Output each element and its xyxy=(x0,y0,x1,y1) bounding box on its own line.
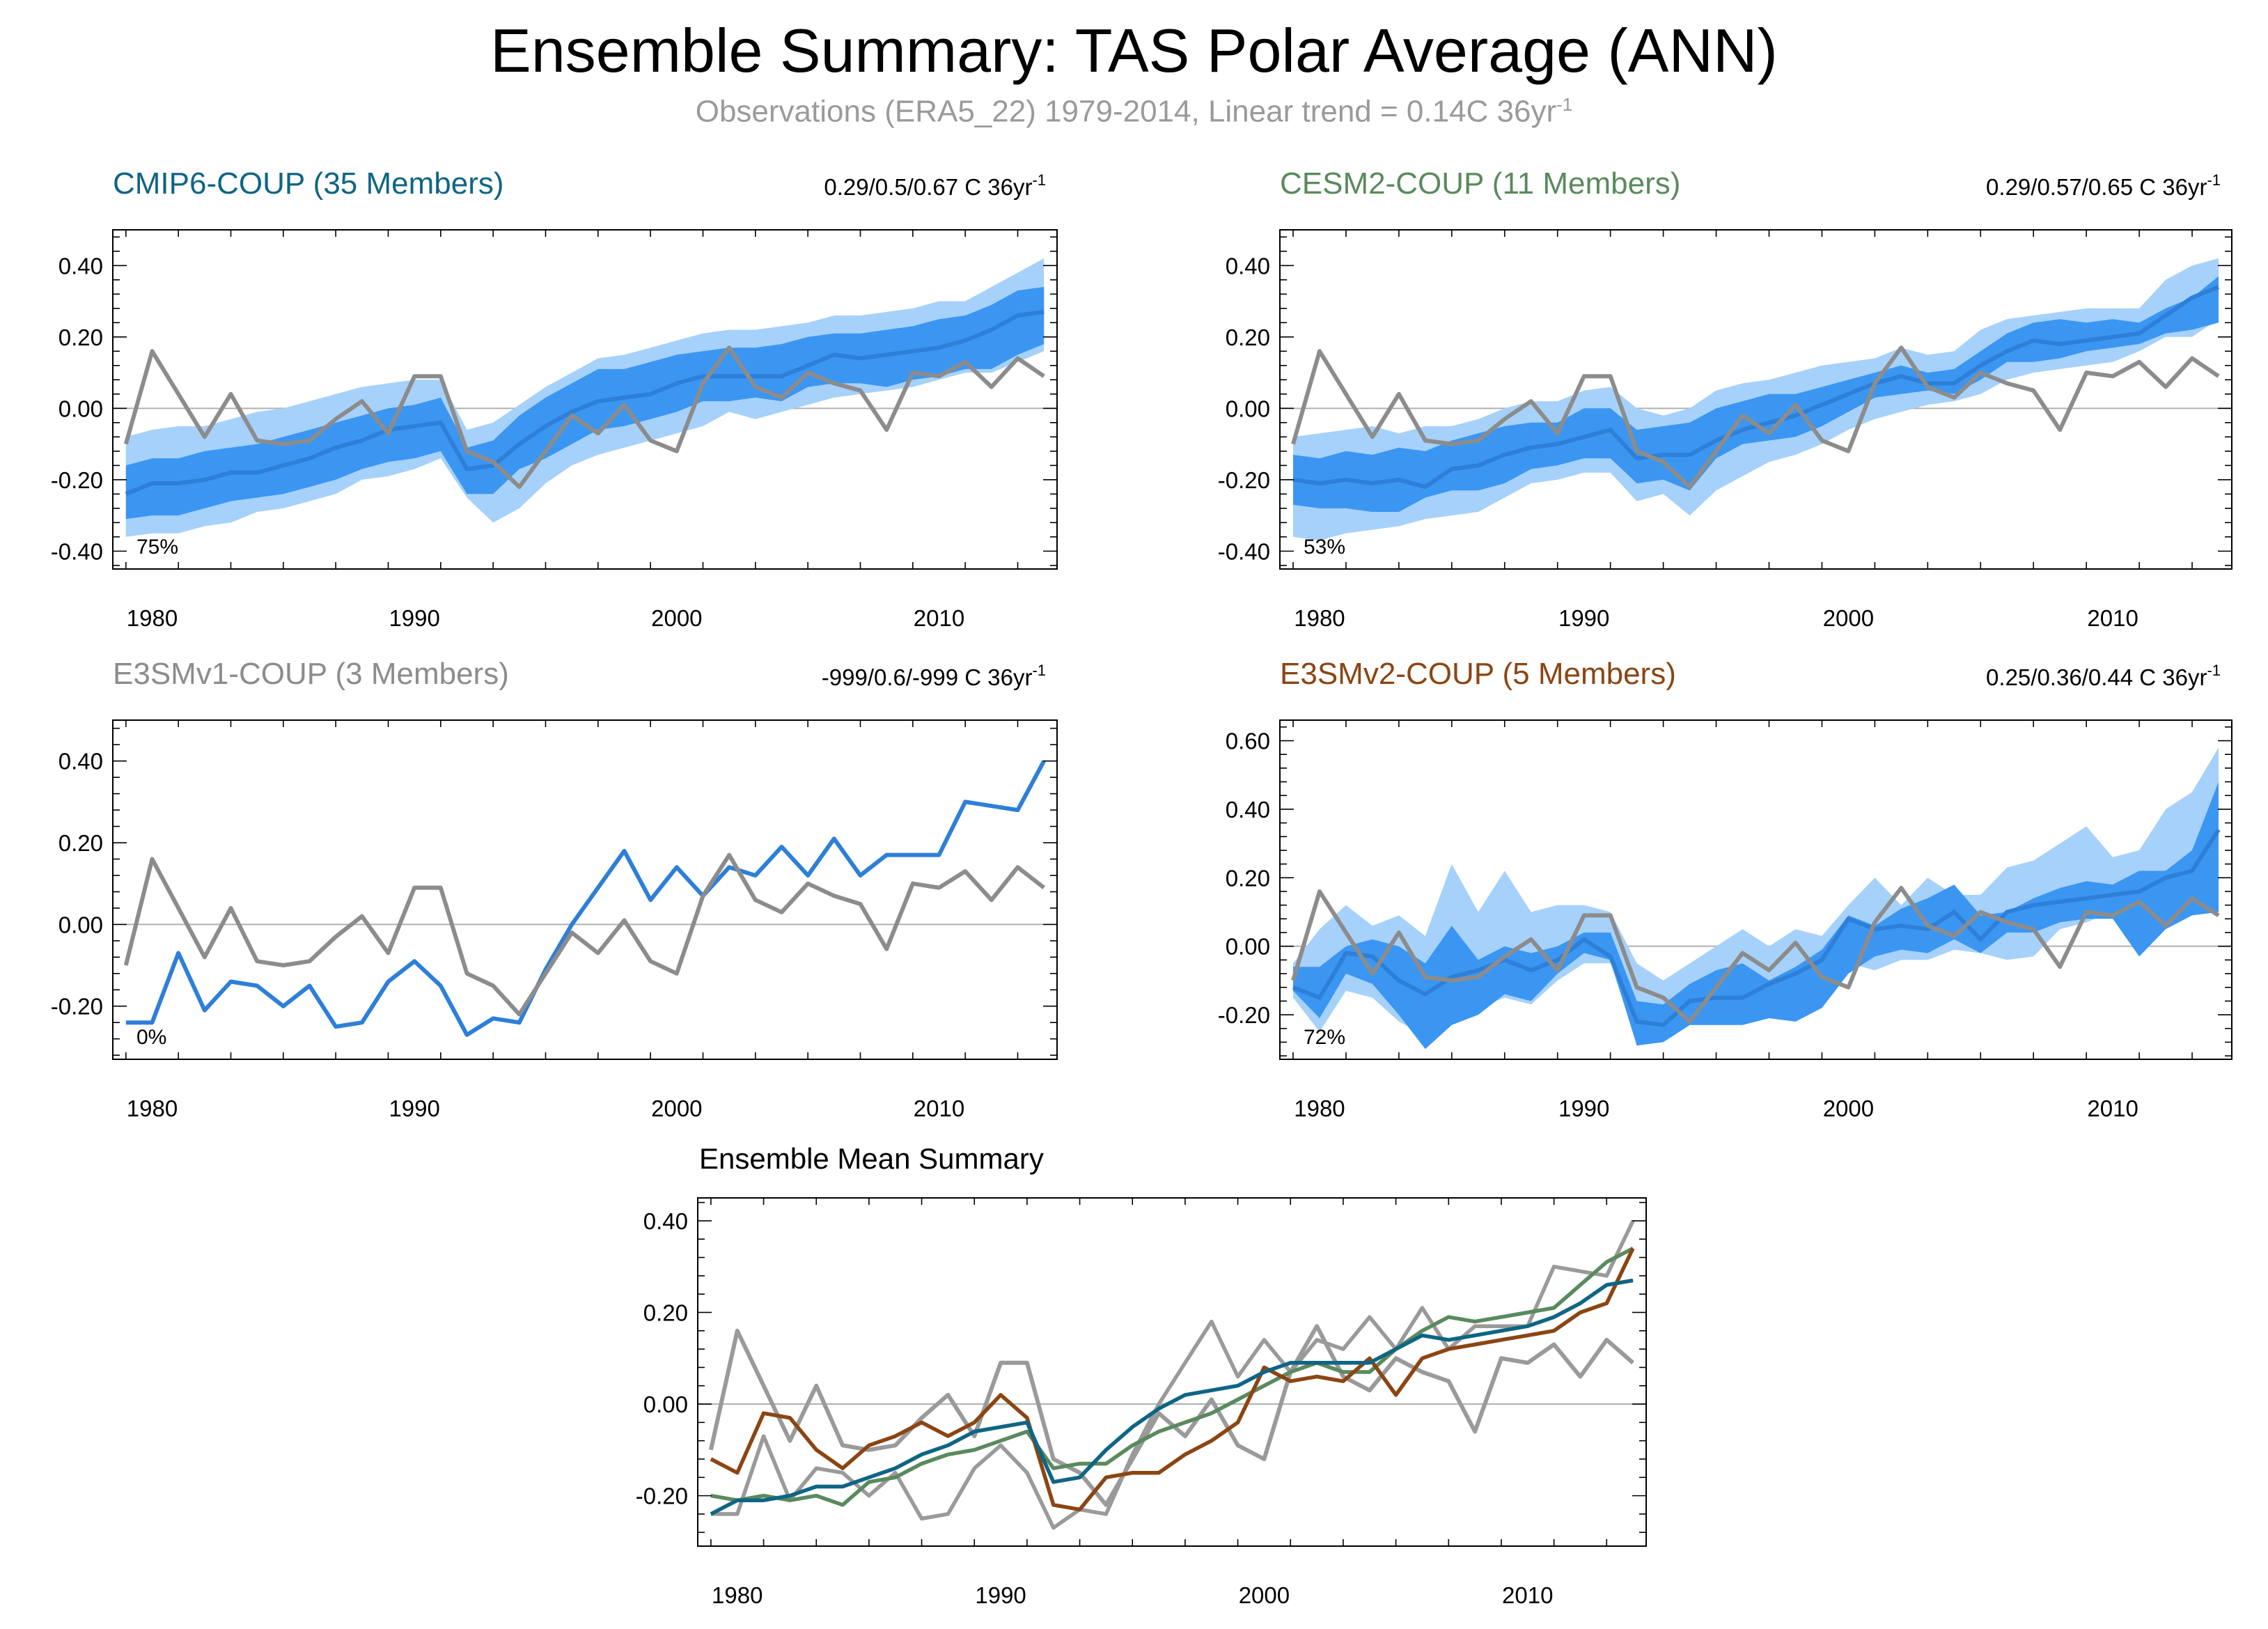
cmip6-ytick-label: 0.00 xyxy=(58,396,103,421)
e3smv1-trend-value: -999/0.6/-999 C 36yr xyxy=(822,664,1033,690)
cmip6-obs-line xyxy=(123,345,1045,490)
e3smv2-xtick-label: 2000 xyxy=(1823,1096,1874,1121)
ensemble-xtick-label: 1990 xyxy=(975,1582,1026,1608)
cmip6-trend-value: 0.29/0.5/0.67 C 36yr xyxy=(824,174,1032,200)
ensemble-xtick-label: 2000 xyxy=(1239,1582,1290,1608)
cesm2-trend-label: 0.29/0.57/0.65 C 36yr-1 xyxy=(1986,171,2221,200)
e3smv1-chart: -0.20 0.00 0.20 0.40 1980 1990 2000 2010 E3SMv1-… xyxy=(51,657,1058,1121)
e3smv2-ytick-label: -0.20 xyxy=(1218,1002,1270,1028)
cmip6-ytick-label: 0.40 xyxy=(58,253,103,279)
e3smv2-obs-line xyxy=(1291,886,2220,1024)
e3smv1-xtick-label: 1980 xyxy=(127,1096,178,1121)
cmip6-ytick-label: -0.20 xyxy=(51,467,103,493)
e3smv2-xtick-label: 1990 xyxy=(1558,1096,1609,1121)
cmip6-frame xyxy=(112,229,1058,570)
e3smv2-frame xyxy=(1279,719,2232,1060)
cesm2-xtick-label: 1980 xyxy=(1294,605,1345,631)
cmip6-xtick-label: 1990 xyxy=(389,605,439,631)
e3smv1-mean-line xyxy=(125,760,1046,1037)
e3smv1-ytick-label: 0.40 xyxy=(58,749,103,774)
cesm2-title: CESM2-COUP (11 Members) xyxy=(1280,166,1680,201)
ensemble-chart: -0.20 0.00 0.20 0.40 1980 1990 2000 2010 Ensembl… xyxy=(636,1142,1647,1608)
e3smv2-xtick-label: 2010 xyxy=(2087,1096,2138,1121)
e3smv1-title: E3SMv1-COUP (3 Members) xyxy=(113,657,509,691)
e3smv2-ytick-label: 0.20 xyxy=(1226,865,1270,891)
e3smv1-trend-sup: -1 xyxy=(1032,662,1046,679)
ensemble-frame xyxy=(697,1197,1647,1547)
e3smv1-trend-label: -999/0.6/-999 C 36yr-1 xyxy=(822,662,1046,690)
cmip6-xtick-label: 1980 xyxy=(127,605,178,631)
cesm2-trend-value: 0.29/0.57/0.65 C 36yr xyxy=(1986,174,2207,200)
e3smv2-band-inner xyxy=(1293,781,2219,1050)
ensemble-ytick-label: 0.20 xyxy=(643,1300,688,1325)
cmip6-title: CMIP6-COUP (35 Members) xyxy=(113,166,504,201)
e3smv2-chart: -0.20 0.00 0.20 0.40 0.60 1980 1990 2000 2010 E3S… xyxy=(1218,657,2232,1121)
e3smv1-xtick-label: 2010 xyxy=(914,1096,964,1121)
cesm2-xtick-label: 2000 xyxy=(1823,605,1874,631)
cesm2-ytick-label: 0.40 xyxy=(1226,253,1270,279)
cmip6-ytick-label: 0.20 xyxy=(58,325,103,350)
e3smv2-plot-area xyxy=(1280,747,2232,1050)
page-subtitle: Observations (ERA5_22) 1979-2014, Linear… xyxy=(0,94,2268,130)
e3smv1-obs-line xyxy=(123,852,1046,1017)
cesm2-obs-line xyxy=(1291,345,2220,490)
ensemble-cmip6-line xyxy=(710,1278,1634,1516)
e3smv1-ytick-label: 0.20 xyxy=(58,830,103,856)
e3smv2-xtick-label: 1980 xyxy=(1294,1096,1345,1121)
cesm2-plot-area xyxy=(1280,258,2232,540)
cesm2-xtick-label: 1990 xyxy=(1558,605,1609,631)
ensemble-xtick-label: 2010 xyxy=(1502,1582,1553,1608)
e3smv2-title: E3SMv2-COUP (5 Members) xyxy=(1280,657,1676,691)
cmip6-ytick-label: -0.40 xyxy=(51,538,103,564)
e3smv1-xtick-label: 1990 xyxy=(389,1096,439,1121)
subtitle-superscript: -1 xyxy=(1556,94,1573,115)
e3smv2-trend-value: 0.25/0.36/0.44 C 36yr xyxy=(1986,664,2207,690)
ensemble-plot-area xyxy=(698,1219,1646,1530)
cmip6-trend-label: 0.29/0.5/0.67 C 36yr-1 xyxy=(824,171,1046,200)
ensemble-ytick-label: -0.20 xyxy=(636,1483,688,1509)
cesm2-chart: -0.40 -0.20 0.00 0.20 0.40 1980 1990 2000 2010 CE… xyxy=(1218,166,2232,631)
cmip6-band-inner xyxy=(125,287,1045,520)
ensemble-ytick-label: 0.40 xyxy=(643,1208,688,1234)
ensemble-ytick-label: 0.00 xyxy=(643,1392,688,1417)
cesm2-ytick-label: 0.20 xyxy=(1226,325,1270,350)
cesm2-percent-label: 53% xyxy=(1304,536,1345,559)
cmip6-mean-line xyxy=(125,309,1045,497)
cesm2-xtick-label: 2010 xyxy=(2087,605,2138,631)
ensemble-e3smv2-line xyxy=(710,1247,1635,1512)
ensemble-title: Ensemble Mean Summary xyxy=(699,1142,1044,1175)
e3smv1-plot-area xyxy=(113,760,1057,1037)
cesm2-band-inner xyxy=(1293,276,2219,512)
e3smv1-xtick-label: 2000 xyxy=(651,1096,702,1121)
cesm2-ytick-label: -0.20 xyxy=(1218,467,1270,493)
cesm2-ytick-label: -0.40 xyxy=(1218,538,1270,564)
e3smv2-ytick-label: 0.00 xyxy=(1226,934,1270,960)
e3smv2-ytick-label: 0.40 xyxy=(1226,797,1270,823)
subtitle-text: Observations (ERA5_22) 1979-2014, Linear… xyxy=(695,94,1557,129)
e3smv1-ytick-label: 0.00 xyxy=(58,912,103,937)
ensemble-xtick-label: 1980 xyxy=(712,1582,762,1608)
e3smv2-ytick-label: 0.60 xyxy=(1226,728,1270,754)
e3smv1-frame xyxy=(112,719,1058,1060)
cesm2-frame xyxy=(1279,229,2232,570)
e3smv2-trend-sup: -1 xyxy=(2207,662,2221,679)
page-title: Ensemble Summary: TAS Polar Average (ANN… xyxy=(490,16,1778,85)
cesm2-trend-sup: -1 xyxy=(2207,171,2221,189)
cmip6-xtick-label: 2000 xyxy=(651,605,702,631)
ensemble-cesm2-line xyxy=(710,1246,1634,1507)
ensemble-e3smv1-line xyxy=(710,1219,1635,1530)
cesm2-ytick-label: 0.00 xyxy=(1226,396,1270,421)
e3smv2-percent-label: 72% xyxy=(1304,1026,1345,1049)
e3smv2-trend-label: 0.25/0.36/0.44 C 36yr-1 xyxy=(1986,662,2221,690)
cmip6-percent-label: 75% xyxy=(136,536,178,559)
e3smv1-percent-label: 0% xyxy=(136,1026,166,1049)
cmip6-trend-sup: -1 xyxy=(1032,171,1046,189)
cmip6-chart: -0.40 -0.20 0.00 0.20 0.40 1980 1990 2000 2010 CM… xyxy=(51,166,1058,631)
e3smv1-ytick-label: -0.20 xyxy=(51,994,103,1020)
cmip6-xtick-label: 2010 xyxy=(914,605,964,631)
cmip6-plot-area xyxy=(113,258,1057,537)
